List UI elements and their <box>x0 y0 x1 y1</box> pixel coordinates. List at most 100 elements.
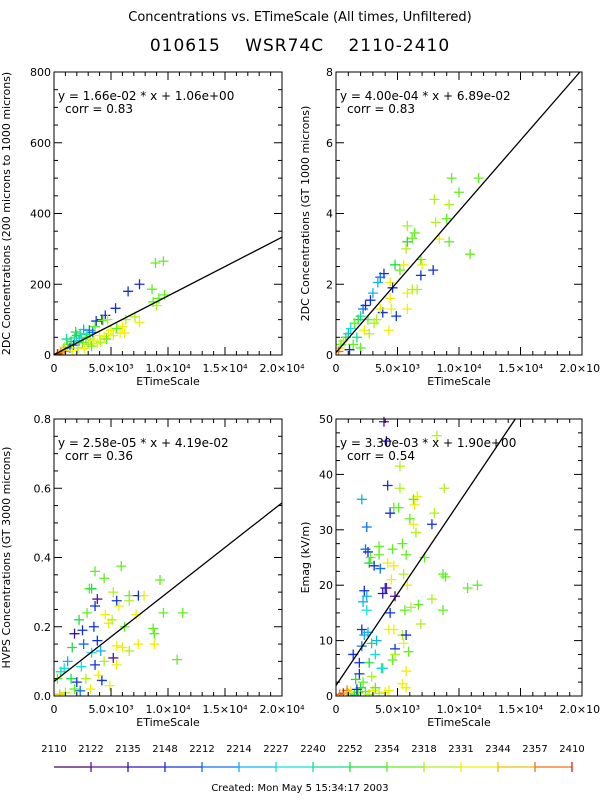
data-point <box>374 549 385 560</box>
data-point <box>111 640 122 651</box>
data-point <box>382 480 393 491</box>
data-point <box>375 304 386 315</box>
data-point <box>78 639 89 650</box>
data-point <box>361 591 372 602</box>
data-point <box>404 513 415 524</box>
colorbar-label: 2135 <box>115 744 140 755</box>
data-point <box>446 173 457 184</box>
data-point <box>119 328 130 339</box>
data-point <box>54 689 65 696</box>
data-point <box>403 646 414 657</box>
data-point <box>149 628 160 639</box>
y-tick-label: 30 <box>319 524 333 537</box>
data-point <box>349 689 360 696</box>
data-point <box>415 618 426 629</box>
data-point <box>391 311 402 322</box>
correlation-label: corr = 0.54 <box>347 449 415 463</box>
data-point <box>365 552 376 563</box>
data-point <box>108 652 119 663</box>
data-point <box>349 318 360 329</box>
x-tick-label: 2.0×10⁴ <box>259 703 305 716</box>
data-point <box>70 327 81 338</box>
data-point <box>350 674 361 685</box>
data-point <box>361 522 372 533</box>
y-tick-label: 0 <box>44 349 51 362</box>
data-point <box>55 666 66 677</box>
data-point <box>358 677 369 688</box>
data-point <box>409 499 420 510</box>
x-tick-label: 5.0×10³ <box>88 703 133 716</box>
data-points <box>336 416 483 696</box>
data-point <box>117 321 128 332</box>
data-point <box>69 684 80 695</box>
data-point <box>408 494 419 505</box>
x-tick-label: 0 <box>333 703 340 716</box>
data-point <box>98 315 109 326</box>
colorbar-label: 2212 <box>189 744 214 755</box>
y-tick-label: 800 <box>30 66 51 79</box>
data-point <box>108 587 119 598</box>
data-point <box>401 682 412 693</box>
data-point <box>345 323 356 334</box>
correlation-label: corr = 0.36 <box>65 449 133 463</box>
data-point <box>394 483 405 494</box>
y-tick-label: 0.0 <box>34 690 52 703</box>
y-tick-label: 0.6 <box>34 482 52 495</box>
data-point <box>438 605 449 616</box>
x-tick-label: 1.5×10⁴ <box>202 362 248 375</box>
data-point <box>67 345 78 355</box>
colorbar-label: 2227 <box>263 744 288 755</box>
x-tick-label: 1.0×10⁴ <box>145 703 191 716</box>
data-point <box>402 236 413 247</box>
data-point <box>102 314 113 325</box>
data-points <box>54 256 170 355</box>
data-point <box>134 279 145 290</box>
y-tick-label: 600 <box>30 137 51 150</box>
colorbar-label: 2110 <box>41 744 66 755</box>
y-axis-label: Emag (kV/m) <box>299 522 312 594</box>
data-point <box>386 574 397 585</box>
data-point <box>76 333 87 344</box>
data-point <box>454 187 464 198</box>
data-point <box>412 284 423 295</box>
data-point <box>366 671 377 682</box>
scatter-panel-p2: 0 5.0×10³ 1.0×10⁴ 1.5×10⁴ 2.0×10⁴ ETimeScale 0… <box>299 66 600 388</box>
data-point <box>71 677 82 688</box>
data-point <box>96 675 107 686</box>
y-tick-label: 0.8 <box>34 413 52 426</box>
data-point <box>444 236 455 247</box>
data-point <box>79 343 90 354</box>
x-tick-label: 0 <box>51 703 58 716</box>
x-tick-label: 0 <box>51 362 58 375</box>
data-point <box>69 628 80 639</box>
data-point <box>108 330 119 341</box>
data-point <box>67 642 78 653</box>
data-point <box>381 436 392 447</box>
y-tick-label: 4 <box>326 208 333 221</box>
x-tick-label: 1.5×10⁴ <box>498 703 544 716</box>
x-tick-label: 0 <box>333 362 340 375</box>
data-point <box>90 321 101 332</box>
data-point <box>434 233 445 244</box>
data-point <box>74 614 85 625</box>
scatter-panel-p4: 0 5.0×10³ 1.0×10⁴ 1.5×10⁴ 2.0×10⁴ ETimeScale 0… <box>299 413 600 729</box>
x-tick-label: 1.0×10⁴ <box>436 362 482 375</box>
data-point <box>364 328 375 339</box>
data-point <box>86 583 97 594</box>
data-point <box>92 594 103 605</box>
data-point <box>401 630 412 641</box>
data-point <box>99 573 110 584</box>
data-point <box>371 314 382 325</box>
data-point <box>428 265 439 276</box>
data-point <box>82 607 93 618</box>
data-point <box>388 560 399 571</box>
correlation-label: corr = 0.83 <box>65 102 133 116</box>
data-point <box>72 342 83 353</box>
data-point <box>406 602 417 613</box>
data-point <box>369 560 380 571</box>
data-point <box>430 217 441 228</box>
figure-title: Concentrations vs. ETimeScale (All times… <box>128 10 472 25</box>
x-tick-label: 5.0×10³ <box>88 362 133 375</box>
data-point <box>107 614 118 625</box>
